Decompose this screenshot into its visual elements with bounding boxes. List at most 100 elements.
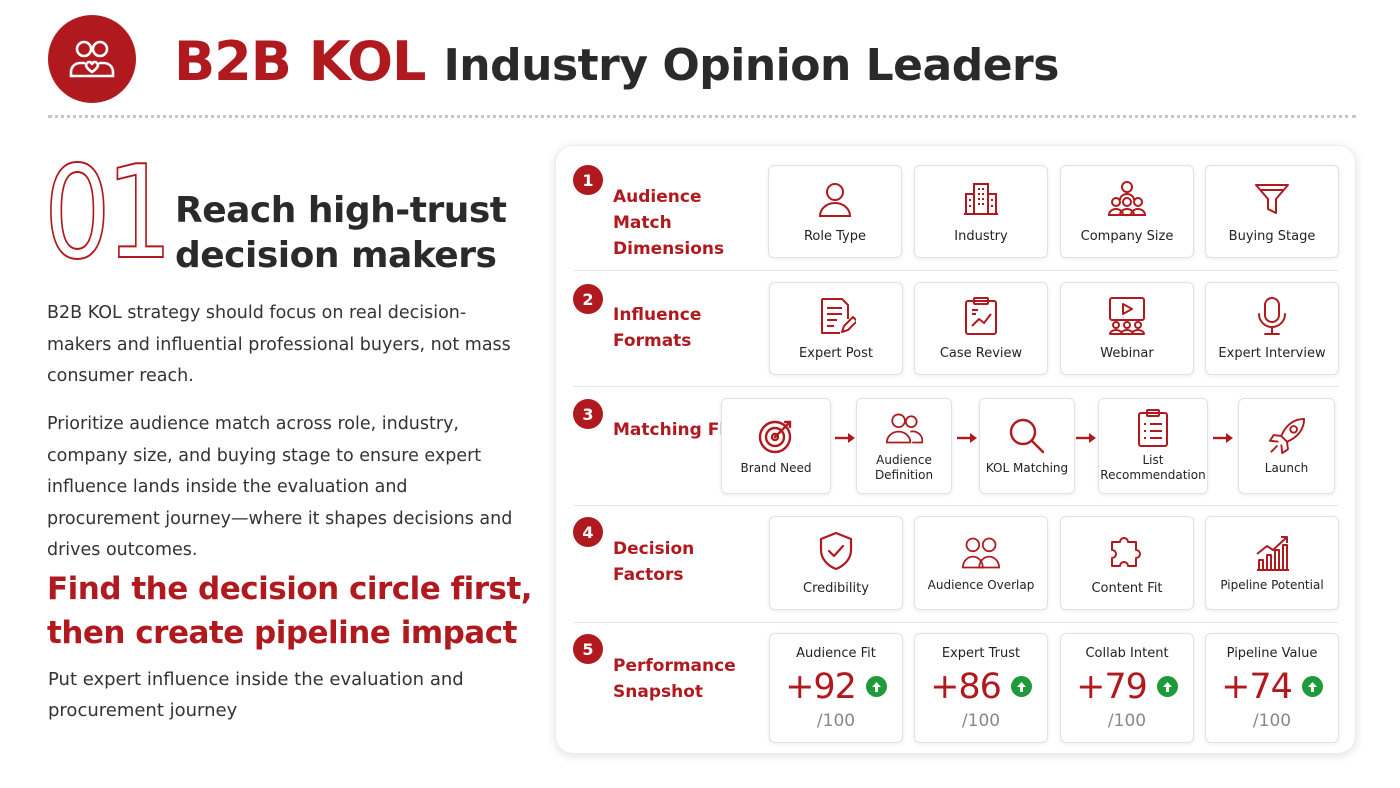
flow-arrow-icon [1213, 433, 1233, 443]
step-badge-4: 4 [573, 517, 603, 547]
flow-arrow-icon [835, 433, 855, 443]
card-credibility: Credibility [769, 516, 903, 610]
header-divider [48, 115, 1356, 118]
brand-logo [48, 15, 136, 103]
metric-value: +92 [785, 666, 857, 707]
funnel-icon [1252, 179, 1292, 219]
step-badge-5: 5 [573, 634, 603, 664]
callout-note: Put expert influence inside the evaluati… [48, 669, 464, 721]
section-number: 01 [43, 139, 173, 288]
card-label: Buying Stage [1228, 229, 1316, 244]
card-label: Company Size [1080, 229, 1174, 244]
card-role-type: Role Type [768, 165, 902, 258]
title-accent: B2B KOL [174, 30, 426, 93]
title-main: Industry Opinion Leaders [443, 40, 1059, 91]
card-label: Content Fit [1091, 580, 1163, 596]
step-badge-2: 2 [573, 284, 603, 314]
card-label: Webinar [1100, 346, 1154, 361]
card-label: Expert Interview [1218, 346, 1326, 361]
search-icon [1008, 417, 1046, 455]
intro-paragraph: B2B KOL strategy should focus on real de… [47, 303, 511, 386]
flow-arrow-icon [957, 433, 977, 443]
metric-denominator: /100 [1107, 710, 1147, 731]
step-label-performance-snapshot: Performance Snapshot [613, 656, 736, 702]
group-icon [1107, 179, 1147, 219]
card-label: KOL Matching [985, 460, 1069, 475]
metric-collab-intent: Collab Intent +79 /100 [1060, 633, 1194, 743]
people-heart-icon [69, 40, 115, 78]
card-expert-interview: Expert Interview [1205, 282, 1339, 375]
puzzle-icon [1107, 531, 1147, 571]
users-icon [885, 409, 923, 447]
page-title: B2B KOL Industry Opinion Leaders [174, 30, 1059, 93]
arrow-up-icon [865, 676, 887, 697]
step-label-influence-formats: Influence Formats [613, 305, 702, 351]
card-content-fit: Content Fit [1060, 516, 1194, 610]
card-label: Launch [1264, 460, 1309, 475]
metric-expert-trust: Expert Trust +86 /100 [914, 633, 1048, 743]
clipboard-chart-icon [961, 296, 1001, 336]
card-audience-definition: Audience Definition [856, 398, 952, 494]
metric-denominator: /100 [1252, 710, 1292, 731]
metric-title: Pipeline Value [1226, 645, 1318, 661]
row-separator [574, 622, 1338, 623]
card-webinar: Webinar [1060, 282, 1194, 375]
strategy-panel: 1 Audience Match Dimensions Role Type In… [555, 145, 1356, 754]
card-label: Pipeline Potential [1220, 577, 1324, 592]
card-case-review: Case Review [914, 282, 1048, 375]
metric-denominator: /100 [816, 710, 856, 731]
metric-title: Collab Intent [1085, 645, 1169, 661]
card-label: Role Type [803, 229, 866, 244]
metric-title: Audience Fit [796, 645, 876, 661]
card-industry: Industry [914, 165, 1048, 258]
card-kol-matching: KOL Matching [979, 398, 1075, 494]
card-pipeline-potential: Pipeline Potential [1205, 516, 1339, 610]
microphone-icon [1252, 296, 1292, 336]
list-icon [1134, 409, 1172, 447]
row-separator [574, 505, 1338, 506]
step-label-audience-match: Audience Match Dimensions [613, 187, 725, 259]
users-overlap-icon [962, 534, 1000, 572]
card-audience-overlap: Audience Overlap [914, 516, 1048, 610]
metric-title: Expert Trust [941, 645, 1021, 661]
flow-arrow-icon [1076, 433, 1096, 443]
card-label: Expert Post [799, 346, 873, 361]
user-icon [815, 179, 855, 219]
metric-value: +86 [930, 666, 1002, 707]
callout-heading: Find the decision circle first, then cre… [47, 571, 533, 651]
video-audience-icon [1107, 296, 1147, 336]
metric-value: +79 [1076, 666, 1148, 707]
card-company-size: Company Size [1060, 165, 1194, 258]
card-launch: Launch [1238, 398, 1335, 494]
shield-check-icon [816, 531, 856, 571]
rocket-icon [1268, 417, 1306, 455]
step-badge-1: 1 [573, 165, 603, 195]
row-separator [574, 270, 1338, 271]
target-icon [757, 417, 795, 455]
card-label: Brand Need [740, 460, 812, 475]
document-pen-icon [816, 296, 856, 336]
card-label: Industry [954, 229, 1008, 244]
section-heading-line2: decision makers [175, 235, 497, 276]
card-label: Audience Overlap [927, 577, 1035, 592]
step-label-matching-flow: Matching Flow [613, 420, 753, 440]
section-heading-line1: Reach high-trust [175, 190, 507, 231]
card-buying-stage: Buying Stage [1205, 165, 1339, 258]
card-label: Credibility [803, 580, 869, 596]
step-label-decision-factors: Decision Factors [613, 539, 695, 585]
bar-growth-icon [1253, 534, 1291, 572]
building-icon [961, 179, 1001, 219]
metric-audience-fit: Audience Fit +92 /100 [769, 633, 903, 743]
card-expert-post: Expert Post [769, 282, 903, 375]
arrow-up-icon [1301, 676, 1323, 697]
step-badge-3: 3 [573, 399, 603, 429]
card-label: List Recommendation [1100, 453, 1206, 482]
arrow-up-icon [1156, 676, 1178, 697]
section-heading: Reach high-trust decision makers [175, 188, 507, 278]
card-label: Case Review [939, 346, 1023, 361]
row-separator [574, 386, 1338, 387]
card-label: Audience Definition [874, 453, 934, 482]
metric-value: +74 [1221, 666, 1293, 707]
card-list-recommendation: List Recommendation [1098, 398, 1208, 494]
card-brand-need: Brand Need [721, 398, 831, 494]
